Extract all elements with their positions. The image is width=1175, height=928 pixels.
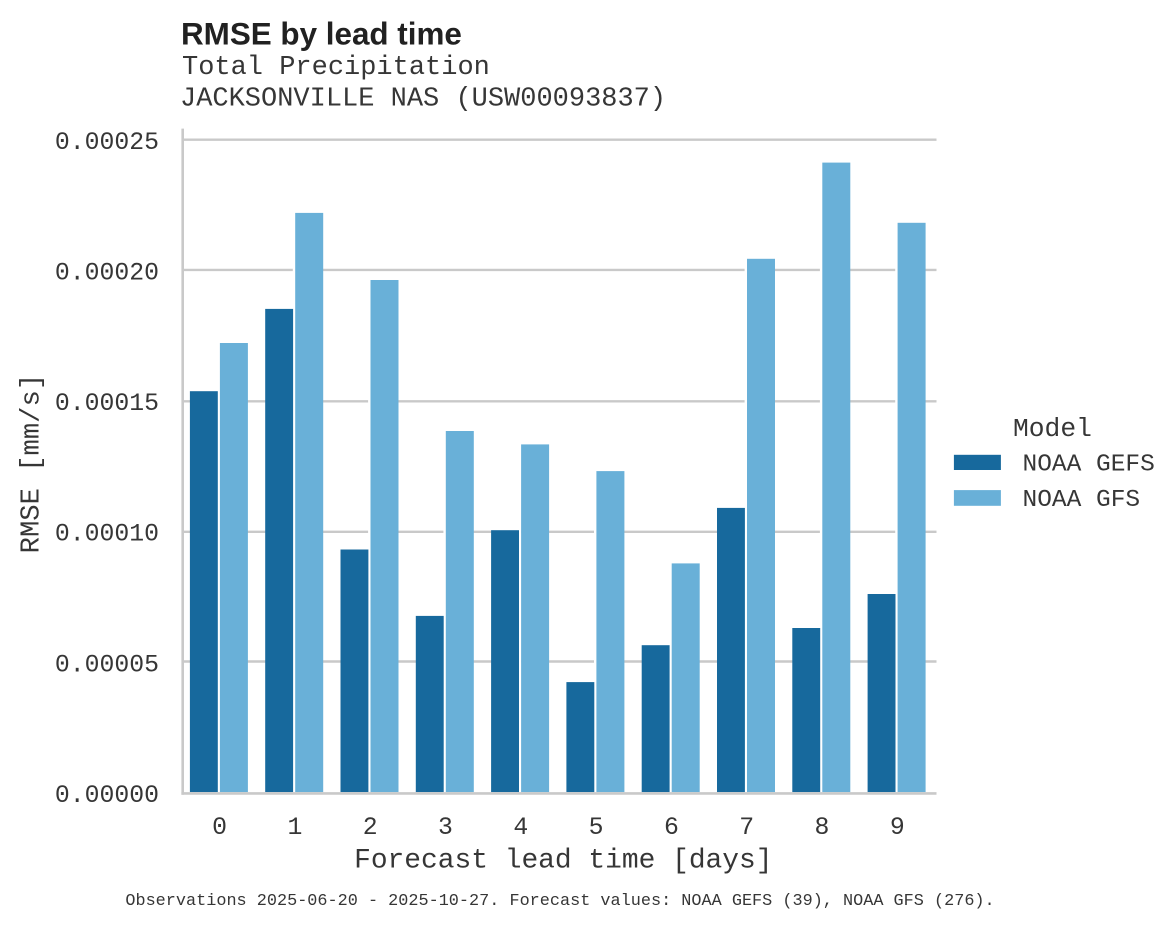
svg-text:Forecast lead time [days]: Forecast lead time [days] — [354, 846, 772, 877]
svg-text:6: 6 — [664, 814, 679, 842]
svg-text:3: 3 — [438, 814, 453, 842]
svg-text:Model: Model — [1013, 414, 1092, 444]
svg-text:8: 8 — [815, 814, 830, 842]
svg-text:2: 2 — [363, 814, 378, 842]
svg-text:NOAA GEFS: NOAA GEFS — [1023, 452, 1155, 479]
svg-text:4: 4 — [513, 814, 528, 842]
svg-text:7: 7 — [739, 814, 754, 842]
svg-text:Total Precipitation: Total Precipitation — [182, 53, 490, 83]
svg-text:0: 0 — [212, 814, 227, 842]
svg-text:5: 5 — [589, 814, 604, 842]
svg-text:Observations 2025-06-20 - 2025: Observations 2025-06-20 - 2025-10-27. Fo… — [125, 892, 994, 911]
svg-text:0.00020: 0.00020 — [55, 260, 159, 288]
svg-text:0.00010: 0.00010 — [55, 521, 159, 549]
svg-text:0.00015: 0.00015 — [55, 390, 159, 418]
svg-text:NOAA GFS: NOAA GFS — [1023, 487, 1141, 514]
svg-text:RMSE [mm/s]: RMSE [mm/s] — [17, 374, 48, 553]
svg-text:0.00000: 0.00000 — [55, 782, 159, 810]
svg-text:JACKSONVILLE NAS (USW00093837): JACKSONVILLE NAS (USW00093837) — [180, 84, 666, 114]
svg-text:9: 9 — [890, 814, 905, 842]
svg-text:0.00025: 0.00025 — [55, 129, 159, 157]
svg-text:0.00005: 0.00005 — [55, 651, 159, 679]
svg-text:1: 1 — [287, 814, 302, 842]
svg-text:RMSE by lead time: RMSE by lead time — [181, 16, 462, 51]
